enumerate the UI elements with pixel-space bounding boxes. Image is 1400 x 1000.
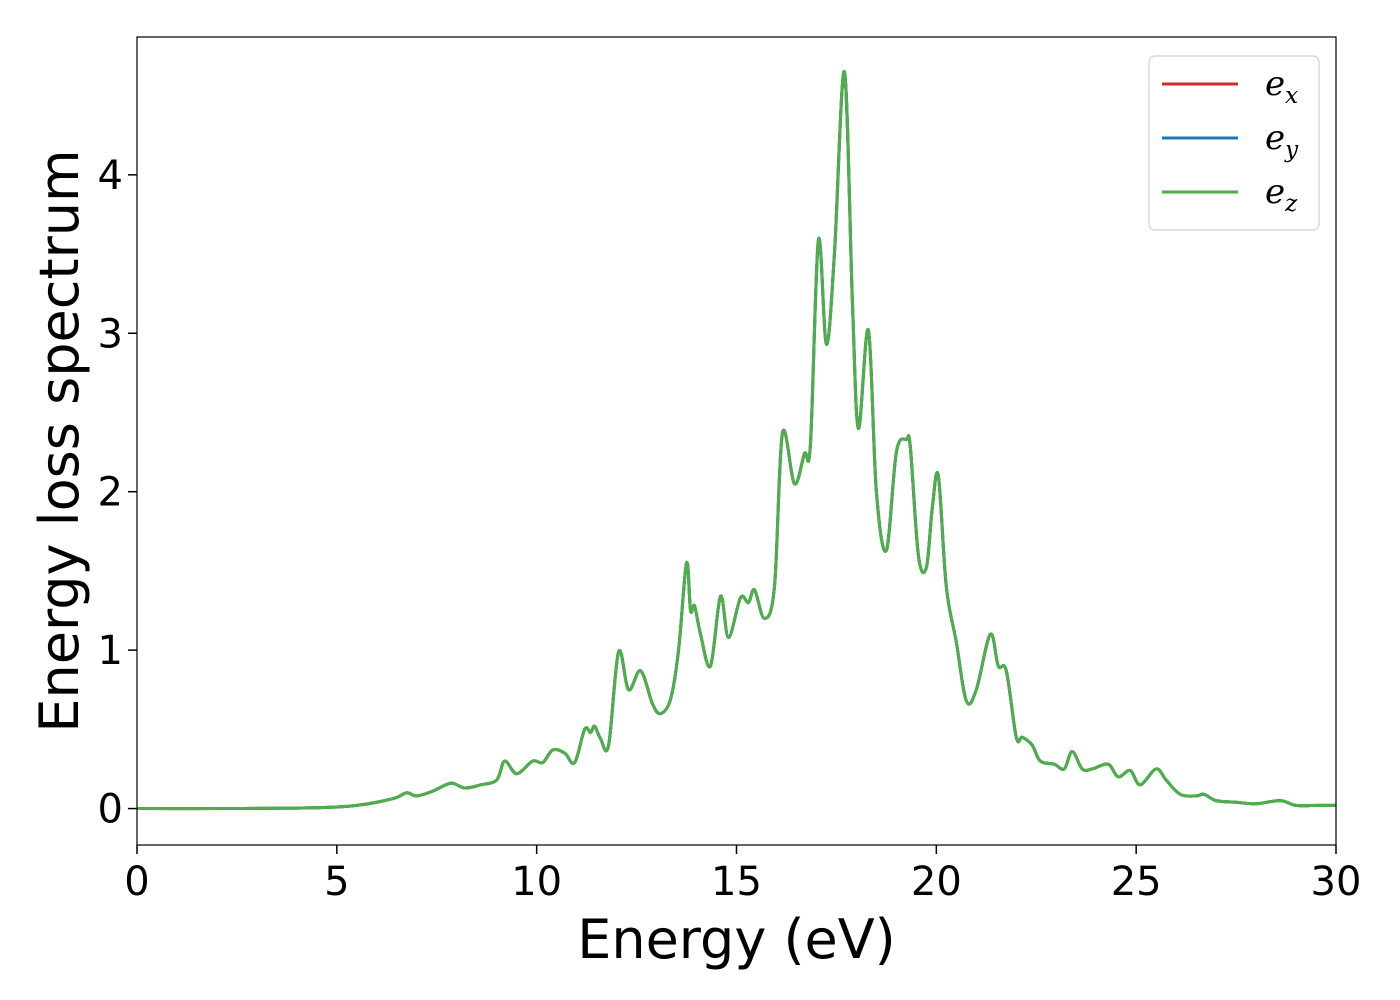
- legend-label-e-y: ey: [1265, 118, 1299, 163]
- x-tick-label: 10: [511, 859, 562, 905]
- y-axis-label: Energy loss spectrum: [28, 149, 91, 732]
- series-line-e-z: [136, 70, 1336, 811]
- legend-label-e-z: ez: [1265, 172, 1298, 217]
- x-tick-label: 30: [1311, 859, 1362, 905]
- legend-label-e-x: ex: [1265, 64, 1298, 109]
- y-tick-label: 4: [98, 153, 123, 199]
- x-axis-ticks: 0 5 10 15 20 25 30: [124, 845, 1361, 905]
- x-axis-label: Energy (eV): [577, 908, 896, 971]
- x-tick-label: 5: [324, 859, 349, 905]
- y-tick-label: 0: [98, 787, 123, 833]
- legend-box: [1148, 55, 1320, 231]
- y-tick-label: 1: [98, 628, 123, 674]
- y-tick-label: 2: [98, 470, 123, 516]
- x-tick-label: 15: [711, 859, 762, 905]
- series-layer: [136, 70, 1336, 811]
- y-tick-label: 3: [98, 311, 123, 357]
- legend: ex ey ez: [1148, 55, 1320, 231]
- x-tick-label: 20: [911, 859, 962, 905]
- y-axis-ticks: 0 1 2 3 4: [98, 153, 137, 833]
- x-tick-label: 0: [124, 859, 149, 905]
- x-tick-label: 25: [1111, 859, 1162, 905]
